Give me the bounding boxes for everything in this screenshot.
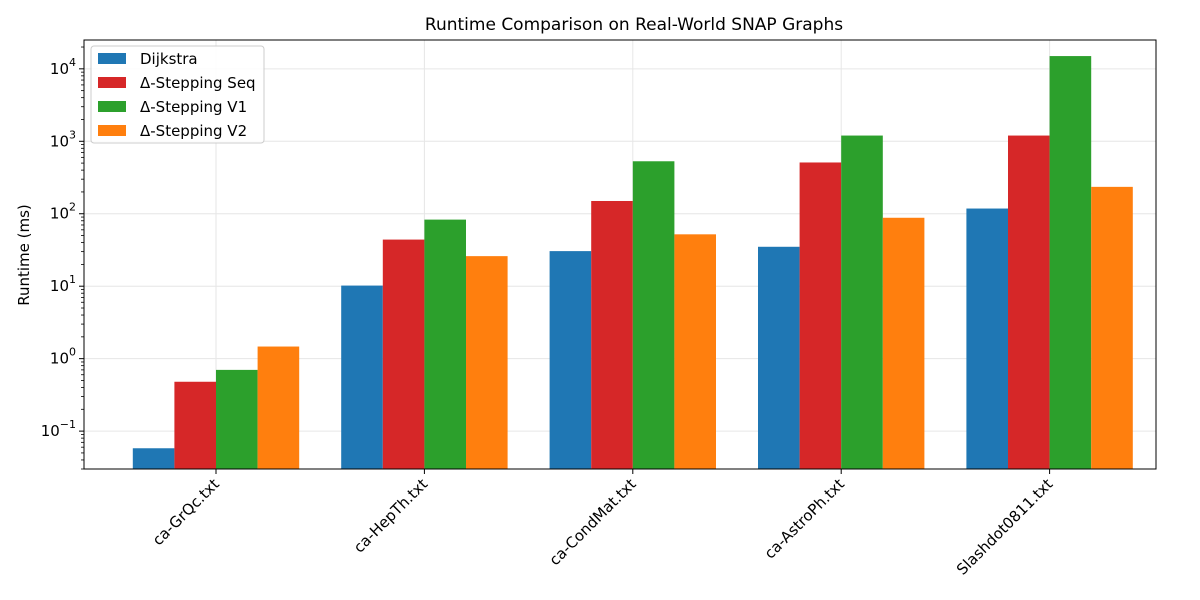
bar--stepping-v1-0 xyxy=(216,369,258,469)
bar--stepping-v2-1 xyxy=(466,256,508,469)
bar--stepping-v2-2 xyxy=(674,234,716,469)
bar--stepping-v1-2 xyxy=(632,161,675,469)
y-axis-ticks: 10−1 100 101 102 103 104 xyxy=(41,46,84,470)
plot-frame xyxy=(83,39,1157,470)
x-tick-label: ca-HepTh.txt xyxy=(350,475,431,556)
bar--stepping-v2-0 xyxy=(257,346,300,469)
bar--stepping-v2-3 xyxy=(882,217,925,469)
x-tick-label: ca-AstroPh.txt xyxy=(761,475,848,562)
x-axis-ticks: ca-GrQc.txt ca-HepTh.txt ca-CondMat.txt ca-… xyxy=(149,469,1057,579)
bar-dijkstra-3 xyxy=(758,246,800,469)
y-tick-label: 102 xyxy=(50,201,76,223)
bar--stepping-seq-3 xyxy=(799,162,842,469)
bar--stepping-v2-4 xyxy=(1091,186,1133,470)
bar-dijkstra-2 xyxy=(549,251,592,469)
legend-label: Δ-Stepping Seq xyxy=(140,74,256,92)
y-tick-label: 103 xyxy=(50,128,76,150)
legend-swatch xyxy=(98,125,126,136)
legend-label: Δ-Stepping V2 xyxy=(140,122,247,140)
chart-title: Runtime Comparison on Real-World SNAP Gr… xyxy=(425,15,843,35)
legend-box xyxy=(90,45,265,144)
bar--stepping-seq-4 xyxy=(1008,135,1050,469)
legend-swatch xyxy=(98,53,126,64)
bar--stepping-v1-1 xyxy=(424,219,466,469)
legend-label: Δ-Stepping V1 xyxy=(140,98,247,116)
bar--stepping-seq-2 xyxy=(591,200,633,470)
y-tick-label: 104 xyxy=(50,56,76,78)
legend-swatch xyxy=(98,77,126,88)
bar--stepping-seq-1 xyxy=(382,239,425,469)
x-tick-label: ca-CondMat.txt xyxy=(546,475,640,569)
legend: Dijkstra Δ-Stepping Seq Δ-Stepping V1 Δ-Ste… xyxy=(90,45,265,144)
bar-dijkstra-4 xyxy=(966,208,1008,470)
legend-swatch xyxy=(98,101,126,112)
bar--stepping-v1-4 xyxy=(1049,56,1092,470)
x-tick-label: Slashdot0811.txt xyxy=(953,475,1057,579)
legend-label: Dijkstra xyxy=(140,50,198,68)
y-axis-label: Runtime (ms) xyxy=(15,204,33,306)
bar--stepping-v1-3 xyxy=(841,135,883,469)
bars xyxy=(132,56,1133,470)
bar-dijkstra-1 xyxy=(341,285,383,469)
bar--stepping-seq-0 xyxy=(174,381,216,469)
y-tick-label: 100 xyxy=(50,346,76,368)
bar-dijkstra-0 xyxy=(132,448,175,469)
y-tick-label: 10−1 xyxy=(41,418,76,440)
y-tick-label: 101 xyxy=(50,273,76,295)
x-tick-label: ca-GrQc.txt xyxy=(149,475,223,549)
